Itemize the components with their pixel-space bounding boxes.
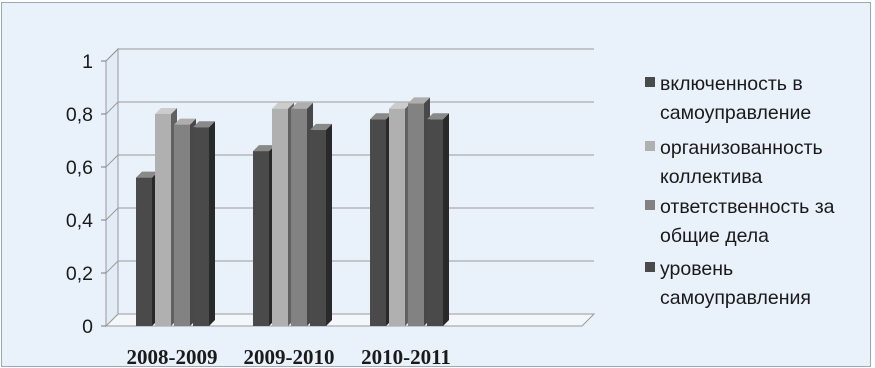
legend-item-involvement: включенность в самоуправление xyxy=(645,70,875,128)
bar-top xyxy=(408,97,430,104)
bar xyxy=(291,108,307,326)
bar-top xyxy=(136,171,158,178)
bar xyxy=(310,129,326,326)
x-tick-label: 2009-2010 xyxy=(244,345,335,368)
gridline-diagonal xyxy=(105,101,119,115)
gridline-diagonal xyxy=(105,154,119,168)
y-tick-label: 0 xyxy=(82,316,93,338)
bar-top xyxy=(272,102,294,109)
bar-chart: 0 0,2 0,4 0,6 0,8 1 2008-2009 2009-2010 2010-201… xyxy=(66,47,596,368)
y-tick-label: 0,6 xyxy=(66,157,93,179)
bar xyxy=(427,119,443,326)
bar xyxy=(389,108,405,326)
bar xyxy=(408,103,424,327)
bar-side xyxy=(326,123,332,327)
gridline-diagonal xyxy=(105,260,119,274)
bar-top xyxy=(193,121,215,128)
y-tick-label: 1 xyxy=(82,51,93,73)
y-tick-label: 0,8 xyxy=(66,104,93,126)
gridline-diagonal xyxy=(105,48,119,62)
bar-top xyxy=(155,108,177,114)
bar xyxy=(174,124,190,326)
legend-item-organization: организованность коллектива xyxy=(645,134,875,192)
legend-label-self-government: уровень самоуправления xyxy=(660,258,811,309)
bar-top xyxy=(174,118,196,125)
bar-top xyxy=(253,145,275,152)
legend-label-organization: организованность коллектива xyxy=(660,137,823,188)
legend-swatch-organization xyxy=(645,141,655,151)
bar-side xyxy=(209,121,215,326)
legend-swatch-self-government xyxy=(645,262,655,272)
bar xyxy=(136,177,152,326)
bar-side xyxy=(443,113,449,326)
bar xyxy=(155,114,171,326)
plot-side-wall xyxy=(105,47,119,328)
bar-top xyxy=(370,113,392,120)
legend-swatch-involvement xyxy=(645,77,655,87)
x-tick-label: 2010-2011 xyxy=(361,345,451,368)
gridline-diagonal xyxy=(105,207,119,221)
legend-swatch-responsibility xyxy=(645,200,655,210)
bar-top xyxy=(389,102,411,109)
x-tick-label: 2008-2009 xyxy=(127,345,218,368)
bar xyxy=(272,108,288,326)
bar-top xyxy=(427,113,449,120)
legend-item-responsibility: ответственность за общие дела xyxy=(645,193,875,251)
y-tick-label: 0,4 xyxy=(66,210,93,232)
legend-label-involvement: включенность в самоуправление xyxy=(660,73,812,124)
bar xyxy=(253,151,269,326)
legend-item-self-government: уровень самоуправления xyxy=(645,255,875,313)
bar xyxy=(370,119,386,326)
bar xyxy=(193,127,209,326)
y-tick-label: 0,2 xyxy=(66,263,93,285)
legend-label-responsibility: ответственность за общие дела xyxy=(660,196,835,247)
bar-top xyxy=(310,123,332,130)
bar-top xyxy=(291,102,313,109)
